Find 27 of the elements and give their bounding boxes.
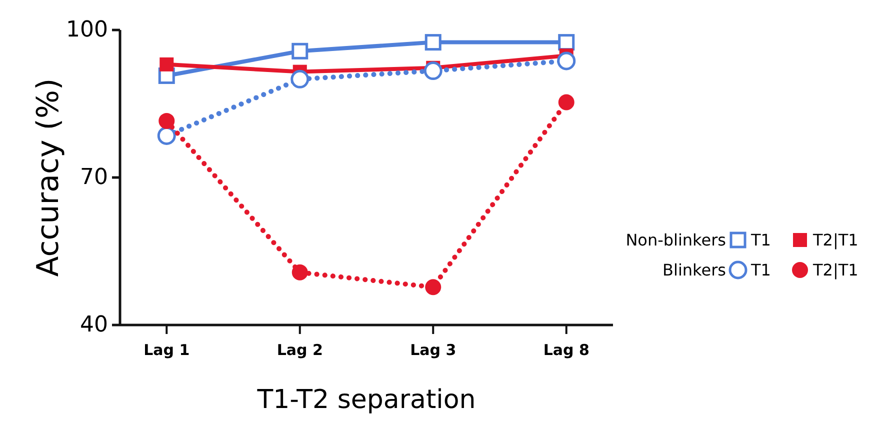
point: [557, 52, 576, 70]
x-tick-label: Lag 8: [543, 341, 590, 359]
legend-label: T1: [750, 230, 771, 250]
text: Blinkers: [662, 260, 726, 280]
point: [160, 57, 174, 72]
point: [558, 94, 574, 110]
point: [157, 126, 176, 145]
x-tick-label: Lag 3: [410, 341, 456, 359]
point: [425, 279, 442, 296]
x-tick-label: Lag 1: [144, 341, 190, 359]
x-axis-title: T1-T2 separation: [256, 385, 476, 415]
legend-label: T1: [750, 260, 771, 280]
point: [424, 62, 442, 80]
y-axis-title: Accuracy (%): [31, 78, 66, 277]
legend-label: T2|T1: [812, 260, 858, 280]
point: [424, 34, 442, 51]
y-tick-label: 70: [80, 165, 108, 190]
point: [292, 42, 308, 60]
x-tick-label: Lag 2: [276, 341, 323, 359]
point: [558, 34, 575, 51]
y-tick-label: 100: [66, 18, 108, 42]
point: [292, 264, 308, 280]
point: [290, 70, 310, 88]
point: [158, 112, 175, 129]
text: Non-blinkers: [626, 230, 726, 250]
y-tick-label: 40: [80, 312, 108, 338]
legend-label: T2|T1: [812, 230, 858, 250]
